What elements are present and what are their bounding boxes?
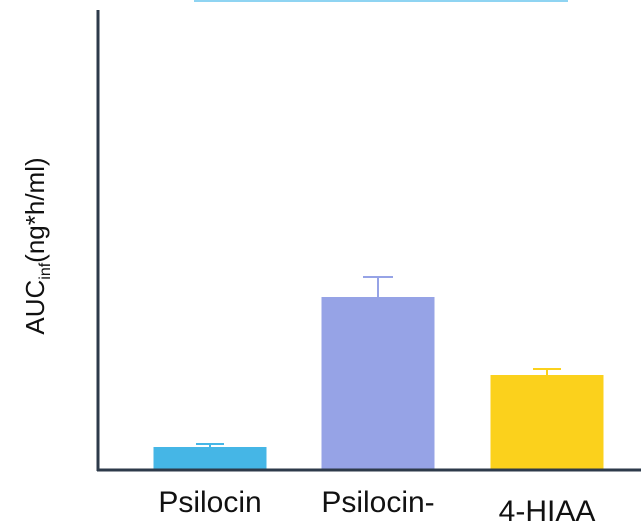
x-tick-labels: Psilocin Psilocin- 4-HIAA [158,486,595,524]
y-axis-label: AUCinf(ng*h/ml) [20,157,54,334]
x-tick-label: 4-HIAA [499,495,596,524]
bars-group [153,297,604,469]
y-axis-label-subscript: inf [37,262,54,279]
bar-psilocin [321,297,435,469]
error-bar [196,443,224,447]
y-axis-label-main: AUC [20,280,50,335]
error-bar [363,276,393,297]
bar-psilocin [153,447,267,469]
error-bar [533,368,561,375]
error-bars-group [196,276,561,447]
x-tick-label: Psilocin [158,486,261,519]
bar-4-hiaa [490,375,604,469]
x-tick-label: Psilocin- [321,486,434,519]
y-axis-label-rest: (ng*h/ml) [20,157,50,262]
